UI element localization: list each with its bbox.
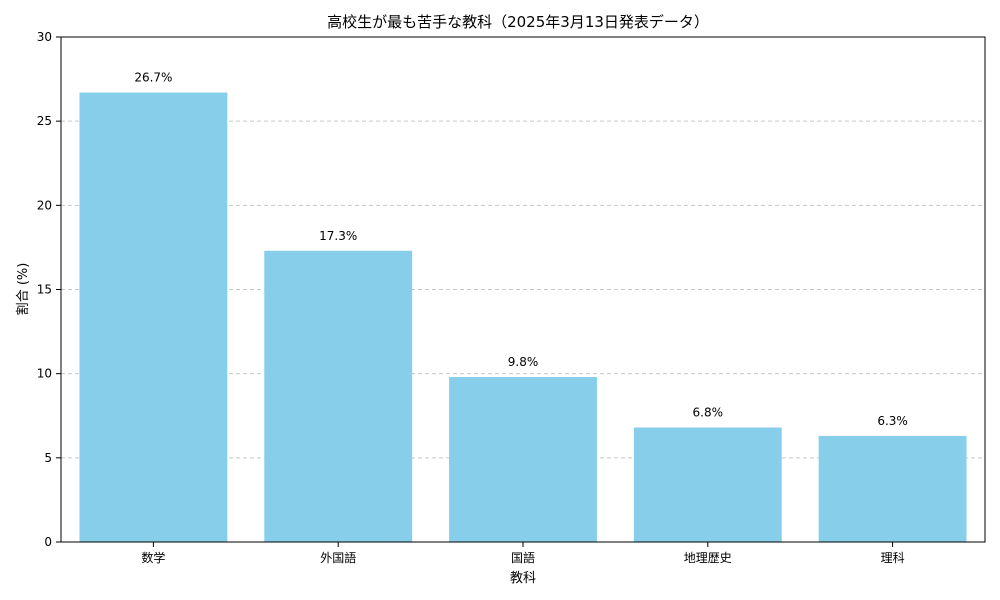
bar: [633, 427, 782, 542]
bar-value-label: 26.7%: [134, 71, 172, 85]
bar: [818, 435, 967, 542]
y-tick-label: 30: [37, 30, 52, 44]
bars: [79, 92, 967, 543]
y-axis: 0 5 10 15 20 25 30: [37, 30, 61, 549]
x-axis-title: 教科: [510, 570, 536, 586]
data-labels: 26.7% 17.3% 9.8% 6.8% 6.3%: [134, 71, 908, 428]
bar-value-label: 17.3%: [319, 229, 357, 243]
x-tick-label: 地理歴史: [684, 551, 732, 565]
y-tick-label: 15: [37, 283, 52, 297]
x-tick-label: 数学: [141, 550, 165, 565]
x-tick-label: 国語: [511, 550, 535, 565]
y-tick-label: 20: [37, 198, 52, 212]
chart-title: 高校生が最も苦手な教科（2025年3月13日発表データ）: [327, 13, 709, 31]
y-tick-label: 0: [44, 535, 52, 549]
x-tick-label: 外国語: [320, 550, 356, 565]
bar: [79, 92, 228, 543]
bar-value-label: 6.3%: [877, 414, 908, 428]
bar-value-label: 6.8%: [693, 406, 724, 420]
bar-value-label: 9.8%: [508, 355, 539, 369]
y-axis-title: 割合 (%): [15, 263, 31, 316]
y-tick-label: 10: [37, 367, 52, 381]
bar: [449, 377, 597, 542]
y-tick-label: 25: [37, 114, 52, 128]
bar: [264, 250, 413, 543]
x-tick-label: 理科: [881, 551, 905, 565]
y-tick-label: 5: [44, 451, 52, 465]
x-axis: 数学 外国語 国語 地理歴史 理科: [141, 542, 905, 565]
